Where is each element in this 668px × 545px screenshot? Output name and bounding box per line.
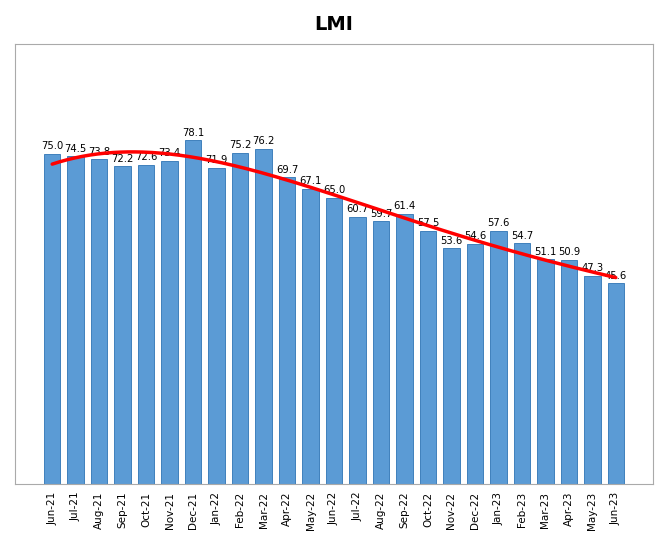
- Bar: [208, 168, 225, 484]
- Text: 78.1: 78.1: [182, 128, 204, 138]
- Bar: [44, 154, 60, 484]
- Bar: [584, 276, 601, 484]
- Bar: [67, 156, 84, 484]
- Text: 74.5: 74.5: [65, 143, 87, 154]
- Bar: [232, 153, 248, 484]
- Text: 51.1: 51.1: [534, 246, 556, 257]
- Bar: [373, 221, 389, 484]
- Bar: [326, 198, 342, 484]
- Bar: [138, 165, 154, 484]
- Text: 50.9: 50.9: [558, 247, 580, 257]
- Text: 71.9: 71.9: [205, 155, 228, 165]
- Bar: [114, 166, 131, 484]
- Text: 73.8: 73.8: [88, 147, 110, 156]
- Bar: [443, 248, 460, 484]
- Text: 67.1: 67.1: [299, 176, 322, 186]
- Text: 54.7: 54.7: [511, 231, 533, 241]
- Bar: [349, 217, 365, 484]
- Text: 60.7: 60.7: [346, 204, 369, 214]
- Bar: [162, 161, 178, 484]
- Bar: [467, 244, 483, 484]
- Text: 45.6: 45.6: [605, 271, 627, 281]
- Bar: [279, 177, 295, 484]
- Bar: [255, 149, 272, 484]
- Text: 47.3: 47.3: [581, 263, 603, 273]
- Bar: [303, 189, 319, 484]
- Text: 75.0: 75.0: [41, 141, 63, 152]
- Text: 53.6: 53.6: [440, 235, 462, 245]
- Text: 57.5: 57.5: [417, 219, 439, 228]
- Bar: [560, 260, 577, 484]
- Text: 59.7: 59.7: [370, 209, 392, 219]
- Text: 72.2: 72.2: [112, 154, 134, 164]
- Bar: [608, 283, 624, 484]
- Text: 76.2: 76.2: [253, 136, 275, 146]
- Title: LMI: LMI: [315, 15, 353, 34]
- Text: 65.0: 65.0: [323, 185, 345, 195]
- Bar: [396, 214, 413, 484]
- Text: 69.7: 69.7: [276, 165, 298, 174]
- Bar: [185, 140, 201, 484]
- Bar: [514, 243, 530, 484]
- Text: 54.6: 54.6: [464, 231, 486, 241]
- Bar: [537, 259, 554, 484]
- Text: 73.4: 73.4: [158, 148, 180, 159]
- Bar: [490, 231, 506, 484]
- Text: 75.2: 75.2: [229, 141, 251, 150]
- Text: 57.6: 57.6: [487, 218, 510, 228]
- Bar: [91, 159, 108, 484]
- Bar: [420, 231, 436, 484]
- Text: 72.6: 72.6: [135, 152, 158, 162]
- Text: 61.4: 61.4: [393, 201, 415, 211]
